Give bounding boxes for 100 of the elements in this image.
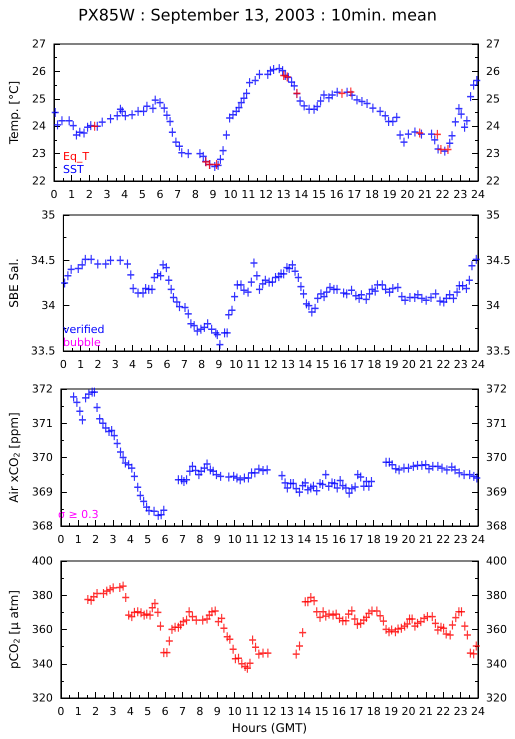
point: [347, 87, 354, 96]
y-tick-label: 380: [32, 588, 53, 602]
chart-title: PX85W : September 13, 2003 : 10min. mean: [78, 6, 437, 24]
y2-tick-label: 24: [486, 120, 500, 133]
x-tick-label: 12: [264, 358, 278, 371]
y-tick-label: 368: [32, 520, 53, 532]
x-tick-label: 15: [314, 705, 329, 718]
x-tick-label: 7: [179, 705, 186, 718]
x-tick-label: 5: [146, 358, 154, 371]
x-tick-label: 0: [60, 358, 67, 371]
y-tick-label: 371: [32, 416, 53, 430]
x-tick-label: 3: [104, 188, 110, 201]
y2-tick-label: 372: [486, 382, 507, 396]
x-tick-label: 1: [74, 533, 82, 546]
y2-tick-label: 369: [486, 485, 507, 498]
x-tick-label: 14: [298, 358, 312, 371]
y2-tick-label: 360: [486, 623, 507, 636]
x-tick-label: 20: [401, 705, 416, 718]
y-axis-title: Temp. [°C]: [7, 80, 21, 146]
x-tick-label: 4: [126, 533, 134, 546]
y-tick-label: 24: [32, 120, 46, 133]
x-tick-label: 17: [347, 188, 362, 201]
x-tick-label: 8: [192, 188, 199, 201]
x-tick-label: 14: [297, 705, 312, 718]
x-tick-label: 23: [454, 358, 468, 371]
text: SST: [63, 163, 84, 176]
y-tick-label: 27: [32, 38, 46, 50]
y-tick-label: 25: [32, 92, 46, 106]
x-tick-label: 4: [126, 705, 134, 718]
x-tick-label: 22: [436, 705, 450, 718]
x-tick-label: 2: [92, 533, 100, 546]
y2-tick-label: 33.5: [486, 344, 510, 358]
y2-tick-label: 340: [486, 657, 507, 670]
x-tick-label: 1: [68, 188, 76, 201]
x-tick-label: 11: [245, 705, 260, 718]
x-tick-label: 23: [454, 533, 468, 546]
x-tick-label: 24: [471, 533, 485, 546]
x-tick-label: 16: [332, 533, 346, 546]
y-tick-label: 340: [32, 657, 53, 670]
x-tick-label: 24: [471, 705, 485, 718]
x-tick-label: 4: [121, 188, 128, 201]
y2-tick-label: 320: [486, 692, 507, 704]
x-tick-label: 10: [224, 188, 238, 201]
y2-tick-label: 400: [486, 554, 507, 568]
x-tick-label: 22: [436, 533, 450, 546]
y2-tick-label: 25: [486, 92, 500, 106]
x-tick-label: 13: [280, 533, 294, 546]
x-tick-label: 4: [128, 358, 136, 371]
x-tick-label: 2: [86, 188, 93, 201]
y2-tick-label: 371: [486, 416, 507, 430]
x-tick-label: 1: [77, 358, 84, 371]
x-tick-label: 12: [262, 533, 276, 546]
x-tick-label: 8: [196, 533, 204, 546]
y2-tick-label: 26: [486, 64, 500, 78]
y-tick-label: 26: [32, 64, 46, 78]
y-axis-title: pCO2 [µ atm]: [7, 590, 22, 669]
y-tick-label: 360: [32, 623, 53, 636]
x-tick-label: 17: [349, 533, 364, 546]
x-tick-label: 16: [332, 705, 346, 718]
x-tick-label: 0: [57, 705, 64, 718]
x-tick-label: 6: [156, 188, 164, 201]
x-tick-label: 17: [350, 358, 364, 371]
x-tick-label: 0: [57, 533, 64, 546]
x-tick-label: 7: [180, 358, 188, 371]
x-axis-title: Hours (GMT): [232, 721, 308, 735]
x-tick-label: 18: [366, 705, 381, 718]
x-tick-label: 17: [349, 705, 364, 718]
x-tick-label: 10: [229, 358, 244, 371]
y2-tick-label: 23: [486, 147, 500, 160]
x-tick-label: 9: [214, 705, 221, 718]
x-tick-label: 8: [198, 358, 206, 371]
y-tick-label: 34: [41, 299, 56, 312]
x-tick-label: 15: [314, 533, 329, 546]
x-tick-label: 6: [164, 358, 171, 371]
x-tick-label: 11: [246, 358, 260, 371]
x-tick-label: 10: [228, 533, 242, 546]
y-tick-label: 400: [32, 554, 53, 568]
x-tick-label: 3: [112, 358, 119, 371]
x-tick-label: 23: [453, 188, 468, 201]
y-tick-label: 320: [32, 692, 53, 704]
x-tick-label: 18: [365, 188, 379, 201]
y2-tick-label: 35: [486, 208, 500, 222]
y-tick-label: 23: [32, 147, 46, 160]
x-tick-label: 15: [316, 358, 330, 371]
x-tick-label: 18: [367, 358, 382, 371]
x-tick-label: 20: [402, 358, 416, 371]
x-tick-label: 19: [384, 533, 398, 546]
y-tick-label: 370: [32, 451, 53, 464]
y2-tick-label: 370: [486, 451, 507, 464]
x-tick-label: 7: [179, 533, 186, 546]
x-tick-label: 19: [384, 358, 399, 371]
y2-tick-label: 22: [486, 174, 500, 188]
x-tick-label: 12: [262, 705, 276, 718]
x-tick-label: 13: [280, 358, 295, 371]
x-tick-label: 8: [196, 705, 204, 718]
y-tick-label: 369: [32, 485, 53, 498]
legend-label: bubble: [63, 336, 101, 349]
series-label: Eq_T: [63, 150, 90, 163]
x-tick-label: 3: [110, 705, 117, 718]
x-tick-label: 11: [241, 188, 256, 201]
